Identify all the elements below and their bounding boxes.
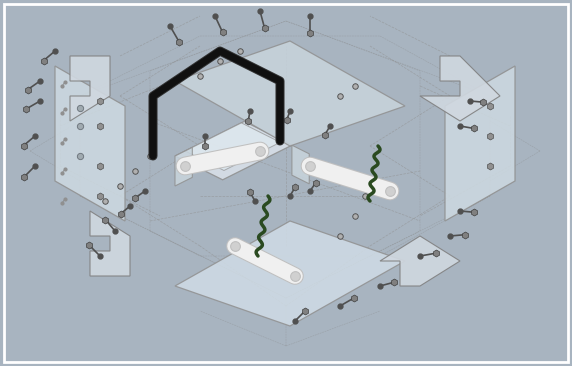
Polygon shape: [175, 41, 405, 146]
Polygon shape: [175, 147, 192, 186]
Polygon shape: [380, 236, 460, 286]
Polygon shape: [90, 211, 130, 276]
Polygon shape: [70, 56, 110, 121]
Polygon shape: [175, 122, 292, 180]
Polygon shape: [292, 145, 309, 184]
Polygon shape: [55, 66, 125, 221]
Polygon shape: [420, 56, 500, 121]
Polygon shape: [185, 123, 280, 171]
Polygon shape: [175, 221, 405, 326]
Polygon shape: [445, 66, 515, 221]
FancyBboxPatch shape: [4, 4, 568, 362]
